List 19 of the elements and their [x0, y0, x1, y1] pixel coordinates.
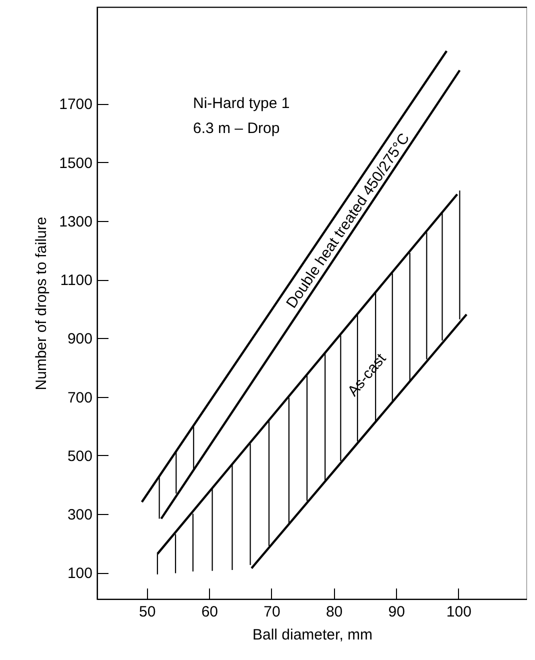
x-axis-title: Ball diameter, mm — [252, 626, 373, 644]
y-tick-label: 500 — [67, 448, 92, 465]
y-tick-label: 1700 — [59, 96, 92, 114]
y-tick-label: 100 — [67, 565, 92, 582]
x-tick-label: 60 — [201, 604, 218, 620]
annotation: Ni-Hard type 1 — [193, 95, 290, 112]
y-tick-label: 1100 — [60, 272, 92, 290]
x-tick-label: 50 — [139, 604, 156, 620]
x-tick-label: 90 — [388, 604, 405, 620]
x-tick-label: 80 — [326, 604, 343, 620]
y-tick-label: 300 — [67, 506, 92, 524]
x-tick-label: 100 — [446, 604, 472, 620]
y-tick-label: 1300 — [59, 213, 92, 230]
y-tick-label: 1500 — [59, 154, 92, 172]
y-tick-label: 700 — [67, 389, 92, 406]
x-tick-label: 70 — [264, 604, 280, 620]
y-tick-label: 900 — [67, 330, 92, 348]
annotation: 6.3 m – Drop — [193, 120, 280, 137]
y-axis-title: Number of drops to failure — [33, 216, 50, 390]
